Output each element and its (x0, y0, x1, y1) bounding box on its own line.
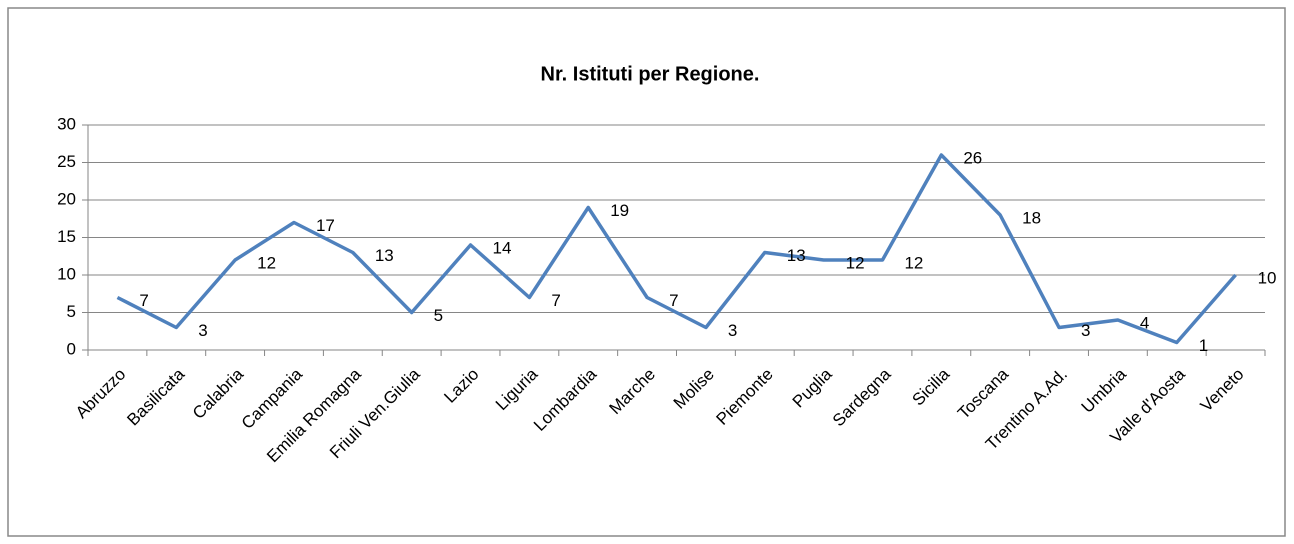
data-line (116, 153, 1237, 345)
data-label: 7 (669, 291, 678, 310)
data-label: 4 (1140, 313, 1149, 332)
data-label: 7 (551, 291, 560, 310)
data-label: 17 (316, 216, 335, 235)
y-tick-label: 15 (57, 227, 76, 246)
data-label: 14 (493, 238, 512, 257)
data-label: 26 (963, 148, 982, 167)
data-label: 19 (610, 201, 629, 220)
y-tick-label: 25 (57, 152, 76, 171)
data-label: 12 (846, 253, 865, 272)
data-label: 5 (434, 306, 443, 325)
chart-frame (7, 7, 1286, 537)
y-tick-label: 30 (57, 114, 76, 133)
data-label: 1 (1199, 336, 1208, 355)
y-tick-label: 0 (67, 339, 76, 358)
data-label: 3 (728, 321, 737, 340)
chart-title: Nr. Istituti per Regione. (541, 63, 760, 85)
data-label: 13 (375, 246, 394, 265)
data-label: 12 (904, 253, 923, 272)
data-label: 18 (1022, 208, 1041, 227)
y-tick-label: 10 (57, 264, 76, 283)
data-label: 10 (1258, 268, 1277, 287)
y-tick-label: 20 (57, 189, 76, 208)
data-label: 13 (787, 246, 806, 265)
data-label: 3 (1081, 321, 1090, 340)
data-label: 12 (257, 253, 276, 272)
y-tick-label: 5 (67, 302, 76, 321)
data-label: 7 (139, 291, 148, 310)
data-label: 3 (198, 321, 207, 340)
